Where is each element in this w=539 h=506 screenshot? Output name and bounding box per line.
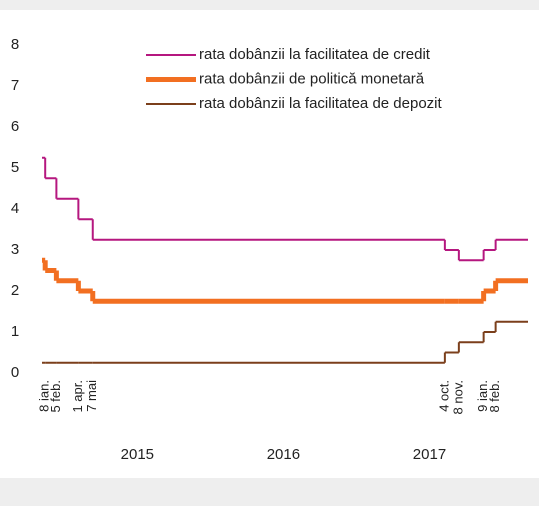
legend-label: rata dobânzii la facilitatea de depozit: [199, 95, 442, 112]
x-tick-label: 8 ian.: [37, 380, 52, 412]
year-label: 2017: [413, 446, 446, 463]
legend-label: rata dobânzii la facilitatea de credit: [199, 46, 431, 63]
x-tick-label: 9 ian.: [475, 380, 490, 412]
x-tick-label: 8 nov.: [450, 380, 465, 414]
y-tick-label: 1: [11, 323, 19, 340]
y-tick-label: 5: [11, 159, 19, 176]
x-tick-label: 7 mai: [84, 380, 99, 412]
y-tick-label: 7: [11, 77, 19, 94]
x-tick-label: 8 feb.: [487, 380, 502, 413]
legend-label: rata dobânzii de politică monetară: [199, 70, 425, 87]
y-tick-label: 6: [11, 118, 19, 135]
y-tick-label: 4: [11, 200, 19, 217]
x-tick-label: 1 apr.: [70, 380, 85, 413]
year-label: 2016: [267, 446, 300, 463]
x-tick-label: 4 oct.: [436, 380, 451, 412]
y-tick-label: 3: [11, 241, 19, 258]
year-label: 2015: [121, 446, 154, 463]
y-tick-label: 2: [11, 282, 19, 299]
y-tick-label: 8: [11, 36, 19, 53]
x-tick-label: 5 feb.: [48, 380, 63, 413]
y-tick-label: 0: [11, 364, 19, 381]
plot-background: [0, 10, 539, 478]
